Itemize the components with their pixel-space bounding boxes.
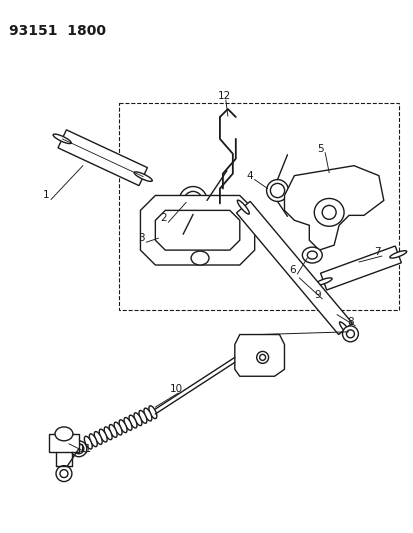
Ellipse shape	[342, 326, 358, 342]
Text: 11: 11	[78, 444, 92, 454]
Ellipse shape	[119, 420, 127, 433]
Ellipse shape	[259, 354, 265, 360]
Ellipse shape	[94, 432, 102, 445]
Polygon shape	[58, 130, 147, 185]
Ellipse shape	[104, 427, 112, 440]
Ellipse shape	[84, 436, 92, 449]
Ellipse shape	[149, 406, 157, 418]
Ellipse shape	[270, 183, 284, 198]
Text: 9: 9	[313, 290, 320, 300]
Ellipse shape	[306, 251, 316, 259]
Ellipse shape	[191, 251, 209, 265]
Ellipse shape	[60, 470, 68, 478]
Ellipse shape	[188, 196, 197, 205]
Ellipse shape	[134, 413, 142, 426]
Ellipse shape	[339, 322, 351, 336]
Text: 3: 3	[138, 233, 145, 243]
Ellipse shape	[56, 466, 72, 481]
Ellipse shape	[55, 427, 73, 441]
Ellipse shape	[99, 429, 107, 442]
Text: 8: 8	[346, 317, 353, 327]
Ellipse shape	[314, 278, 331, 285]
Polygon shape	[49, 434, 78, 452]
Text: 6: 6	[289, 265, 295, 275]
Ellipse shape	[184, 191, 202, 209]
Polygon shape	[155, 211, 239, 250]
Ellipse shape	[134, 172, 152, 181]
Polygon shape	[140, 196, 254, 265]
Ellipse shape	[389, 251, 406, 258]
Ellipse shape	[256, 351, 268, 364]
Text: 2: 2	[160, 213, 166, 223]
Ellipse shape	[71, 441, 87, 457]
Text: 7: 7	[373, 247, 380, 257]
Text: 93151  1800: 93151 1800	[9, 23, 106, 38]
Ellipse shape	[144, 408, 152, 421]
Ellipse shape	[89, 434, 97, 447]
Polygon shape	[320, 246, 400, 290]
Ellipse shape	[53, 134, 71, 143]
Ellipse shape	[124, 417, 132, 430]
Text: 1: 1	[43, 190, 50, 200]
Ellipse shape	[346, 330, 354, 338]
Ellipse shape	[237, 200, 249, 214]
Text: 4: 4	[246, 171, 253, 181]
Ellipse shape	[313, 198, 343, 227]
Polygon shape	[284, 166, 383, 250]
Text: 12: 12	[217, 91, 230, 101]
Ellipse shape	[139, 410, 147, 423]
Polygon shape	[236, 201, 351, 335]
Ellipse shape	[179, 187, 206, 214]
Text: 5: 5	[316, 144, 323, 154]
Ellipse shape	[129, 415, 137, 428]
Ellipse shape	[114, 422, 122, 435]
Ellipse shape	[301, 247, 321, 263]
Ellipse shape	[321, 205, 335, 219]
Ellipse shape	[109, 424, 117, 438]
Bar	[118, 103, 398, 310]
Ellipse shape	[74, 444, 83, 454]
Ellipse shape	[266, 180, 288, 201]
Polygon shape	[234, 335, 284, 376]
Text: 10: 10	[170, 384, 183, 394]
